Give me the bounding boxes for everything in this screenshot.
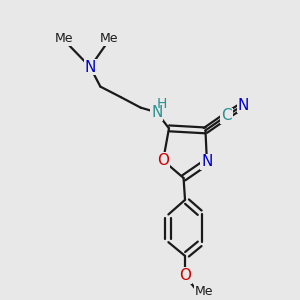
Text: Me: Me xyxy=(55,32,73,45)
Text: N: N xyxy=(151,105,162,120)
Text: N: N xyxy=(85,60,96,75)
Text: H: H xyxy=(157,97,167,110)
Text: N: N xyxy=(238,98,249,112)
Text: O: O xyxy=(179,268,191,283)
Text: Me: Me xyxy=(100,32,118,45)
Text: O: O xyxy=(157,153,169,168)
Text: N: N xyxy=(201,154,213,169)
Text: C: C xyxy=(221,108,232,123)
Text: Me: Me xyxy=(195,285,213,298)
